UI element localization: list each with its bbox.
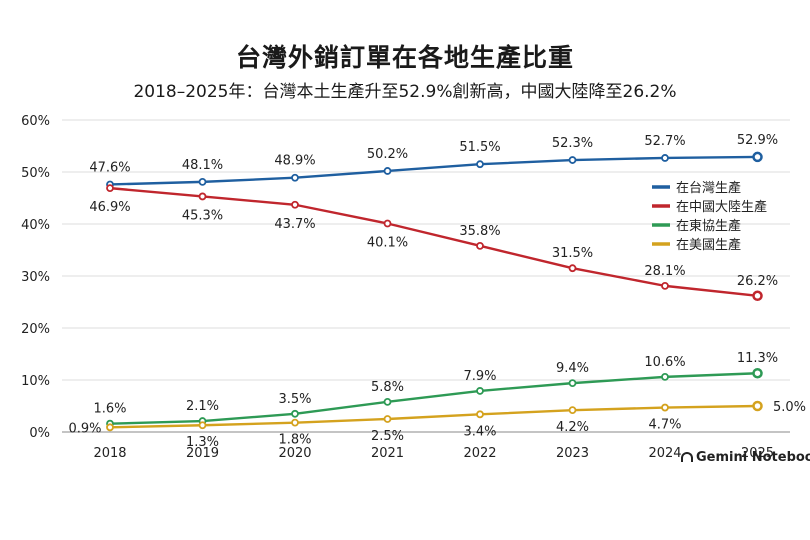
y-tick-label: 20% [21, 322, 50, 337]
watermark-text: Gemini Notebook [696, 450, 810, 465]
data-label: 5.8% [371, 380, 404, 395]
data-point [383, 167, 392, 175]
data-label: 52.3% [552, 136, 593, 151]
data-label: 4.7% [648, 418, 681, 433]
data-label: 35.8% [459, 224, 500, 239]
y-tick-label: 40% [21, 218, 50, 233]
data-point [476, 241, 484, 250]
data-point [106, 184, 114, 193]
x-tick-label: 2020 [278, 446, 311, 461]
data-label: 45.3% [182, 208, 223, 223]
data-label: 9.4% [556, 361, 589, 376]
data-point [291, 409, 299, 418]
data-point [568, 156, 577, 164]
legend-label: 在台灣生產 [676, 180, 741, 196]
data-labels: 47.6% 48.1% 48.9% 50.2% 51.5% 52.3% 52.7% 52.9%… [68, 133, 806, 450]
data-label: 4.2% [556, 420, 589, 435]
legend-label: 在東協生產 [676, 218, 741, 234]
data-point [661, 372, 669, 381]
data-point [752, 290, 763, 302]
data-point [752, 151, 763, 163]
data-label: 3.4% [463, 424, 496, 439]
data-label: 7.9% [463, 369, 496, 384]
y-tick-label: 0% [29, 426, 50, 441]
data-point [476, 160, 484, 169]
grid-lines [62, 119, 790, 433]
data-point [198, 177, 207, 186]
y-tick-label: 50% [21, 166, 50, 181]
data-point [383, 415, 392, 423]
data-label: 28.1% [644, 264, 685, 279]
data-point [661, 281, 669, 290]
data-label: 40.1% [367, 235, 408, 250]
data-point [383, 219, 392, 228]
legend-label: 在中國大陸生產 [676, 199, 767, 215]
data-label: 1.6% [93, 402, 126, 417]
data-label: 48.1% [182, 158, 223, 173]
x-tick-label: 2025 [741, 446, 774, 461]
x-tick-label: 2023 [556, 446, 589, 461]
chart-subtitle: 2018–2025年：台灣本土生產升至52.9%創新高，中國大陸降至26.2% [133, 82, 677, 102]
data-label: 11.3% [737, 351, 778, 366]
data-point [198, 192, 207, 201]
data-point [198, 421, 207, 430]
x-tick-label: 2019 [186, 446, 219, 461]
watermark: Gemini Notebook [681, 450, 810, 465]
data-label: 50.2% [367, 147, 408, 162]
data-label: 2.5% [371, 429, 404, 444]
data-point [568, 379, 577, 388]
notebook-logo-icon [681, 452, 693, 462]
data-label: 3.5% [278, 392, 311, 407]
legend-label: 在美國生產 [676, 237, 741, 253]
data-label: 5.0% [773, 400, 806, 415]
data-label: 10.6% [644, 355, 685, 370]
data-point [752, 400, 763, 412]
y-tick-label: 30% [21, 270, 50, 285]
data-label: 2.1% [186, 399, 219, 414]
data-label: 0.9% [68, 421, 101, 436]
axes: 0% 10% 20% 30% 40% 50% 60% 2018 2019 2020 2021 2022… [21, 114, 774, 461]
y-tick-label: 10% [21, 374, 50, 389]
data-label: 52.9% [737, 133, 778, 148]
data-point [568, 406, 577, 415]
data-point [661, 403, 669, 412]
x-tick-label: 2021 [371, 446, 404, 461]
data-label: 48.9% [274, 154, 315, 169]
series-lines [106, 151, 763, 432]
data-point [476, 387, 484, 395]
data-point [383, 397, 392, 406]
data-point [291, 173, 299, 182]
data-point [106, 423, 114, 432]
x-tick-label: 2024 [648, 446, 681, 461]
series-line [109, 372, 758, 425]
chart-title: 台灣外銷訂單在各地生產比重 [235, 43, 574, 72]
data-point [568, 264, 577, 273]
data-label: 31.5% [552, 246, 593, 261]
data-label: 52.7% [644, 134, 685, 149]
series-line [109, 155, 758, 186]
data-point [291, 418, 299, 427]
series-line [109, 186, 758, 297]
data-label: 47.6% [89, 160, 130, 175]
data-label: 1.3% [186, 435, 219, 450]
y-tick-label: 60% [21, 114, 50, 129]
data-point [291, 200, 299, 209]
data-label: 26.2% [737, 274, 778, 289]
x-tick-label: 2022 [463, 446, 496, 461]
data-point [661, 154, 669, 162]
data-point [752, 367, 763, 379]
data-label: 1.8% [278, 433, 311, 448]
series-line [109, 404, 758, 429]
data-label: 46.9% [89, 200, 130, 215]
data-label: 51.5% [459, 140, 500, 155]
data-label: 43.7% [274, 217, 315, 232]
x-tick-label: 2018 [93, 446, 126, 461]
data-point [476, 410, 484, 419]
